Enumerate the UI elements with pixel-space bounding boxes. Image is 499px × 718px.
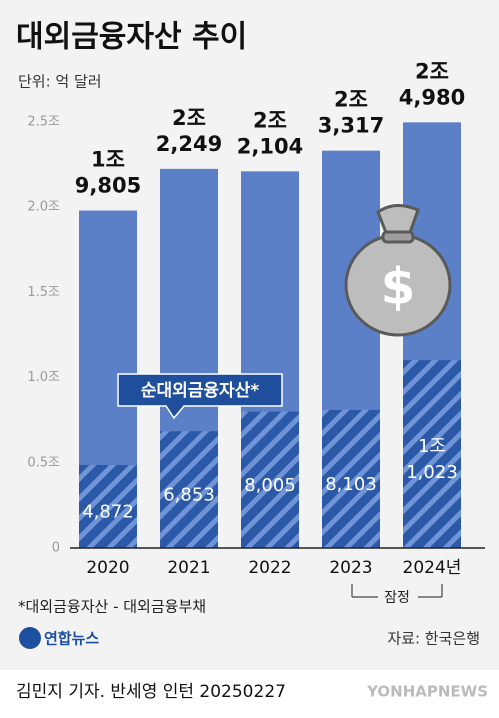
net-bar (79, 464, 137, 548)
value-label: 2조 (415, 59, 449, 83)
x-tick-label: 2020 (86, 558, 129, 578)
watermark: YONHAPNEWS (366, 683, 488, 701)
value-label: 2,104 (237, 134, 303, 158)
value-label: 2조 (172, 106, 206, 130)
bracket-label: 잠정 (384, 590, 410, 606)
source: 자료: 한국은행 (387, 630, 480, 648)
x-tick-label: 2023 (329, 558, 372, 578)
y-tick-label: 1.5조 (27, 285, 60, 300)
value-label: 3,317 (318, 114, 384, 138)
footnote: *대외금융자산 - 대외금융부채 (18, 598, 206, 616)
net-value-label: 1조 (418, 436, 446, 457)
net-bar (322, 409, 380, 548)
chart-title: 대외금융자산 추이 (16, 20, 247, 55)
net-value-label: 4,872 (82, 501, 134, 522)
money-bag-icon: $ (344, 204, 452, 337)
net-value-label: 8,103 (325, 474, 377, 495)
net-value-label: 6,853 (163, 485, 215, 506)
logo-icon (19, 627, 41, 649)
svg-text:$: $ (381, 258, 416, 316)
value-label: 2조 (253, 108, 287, 132)
value-label: 2조 (334, 88, 368, 112)
net-value-label: 8,005 (244, 475, 296, 496)
value-label: 1조 (91, 148, 125, 172)
y-tick-label: 0 (52, 541, 60, 556)
net-bar (403, 360, 461, 548)
y-tick-label: 2.0조 (27, 200, 60, 215)
value-label: 2,249 (156, 132, 222, 156)
unit-label: 단위: 억 달러 (18, 73, 102, 91)
y-tick-label: 2.5조 (27, 115, 60, 130)
plot: 00.5조1.0조1.5조2.0조2.5조1조9,8054,87220202조2… (27, 59, 485, 578)
x-tick-label: 2024년 (403, 558, 462, 578)
legend-label: 순대외금융자산* (141, 381, 259, 401)
y-tick-label: 0.5조 (27, 455, 60, 470)
x-tick-label: 2021 (167, 558, 210, 578)
logo: 연합뉴스 (44, 630, 99, 648)
value-label: 9,805 (75, 174, 141, 198)
net-value-label: 1,023 (406, 462, 458, 483)
net-bar (241, 411, 299, 548)
credit: 김민지 기자. 반세영 인턴 20250227 (16, 682, 286, 702)
net-bar (160, 431, 218, 548)
callout-box (117, 373, 283, 420)
y-tick-label: 1.0조 (27, 370, 60, 385)
value-label: 4,980 (399, 85, 465, 109)
x-tick-label: 2022 (248, 558, 291, 578)
